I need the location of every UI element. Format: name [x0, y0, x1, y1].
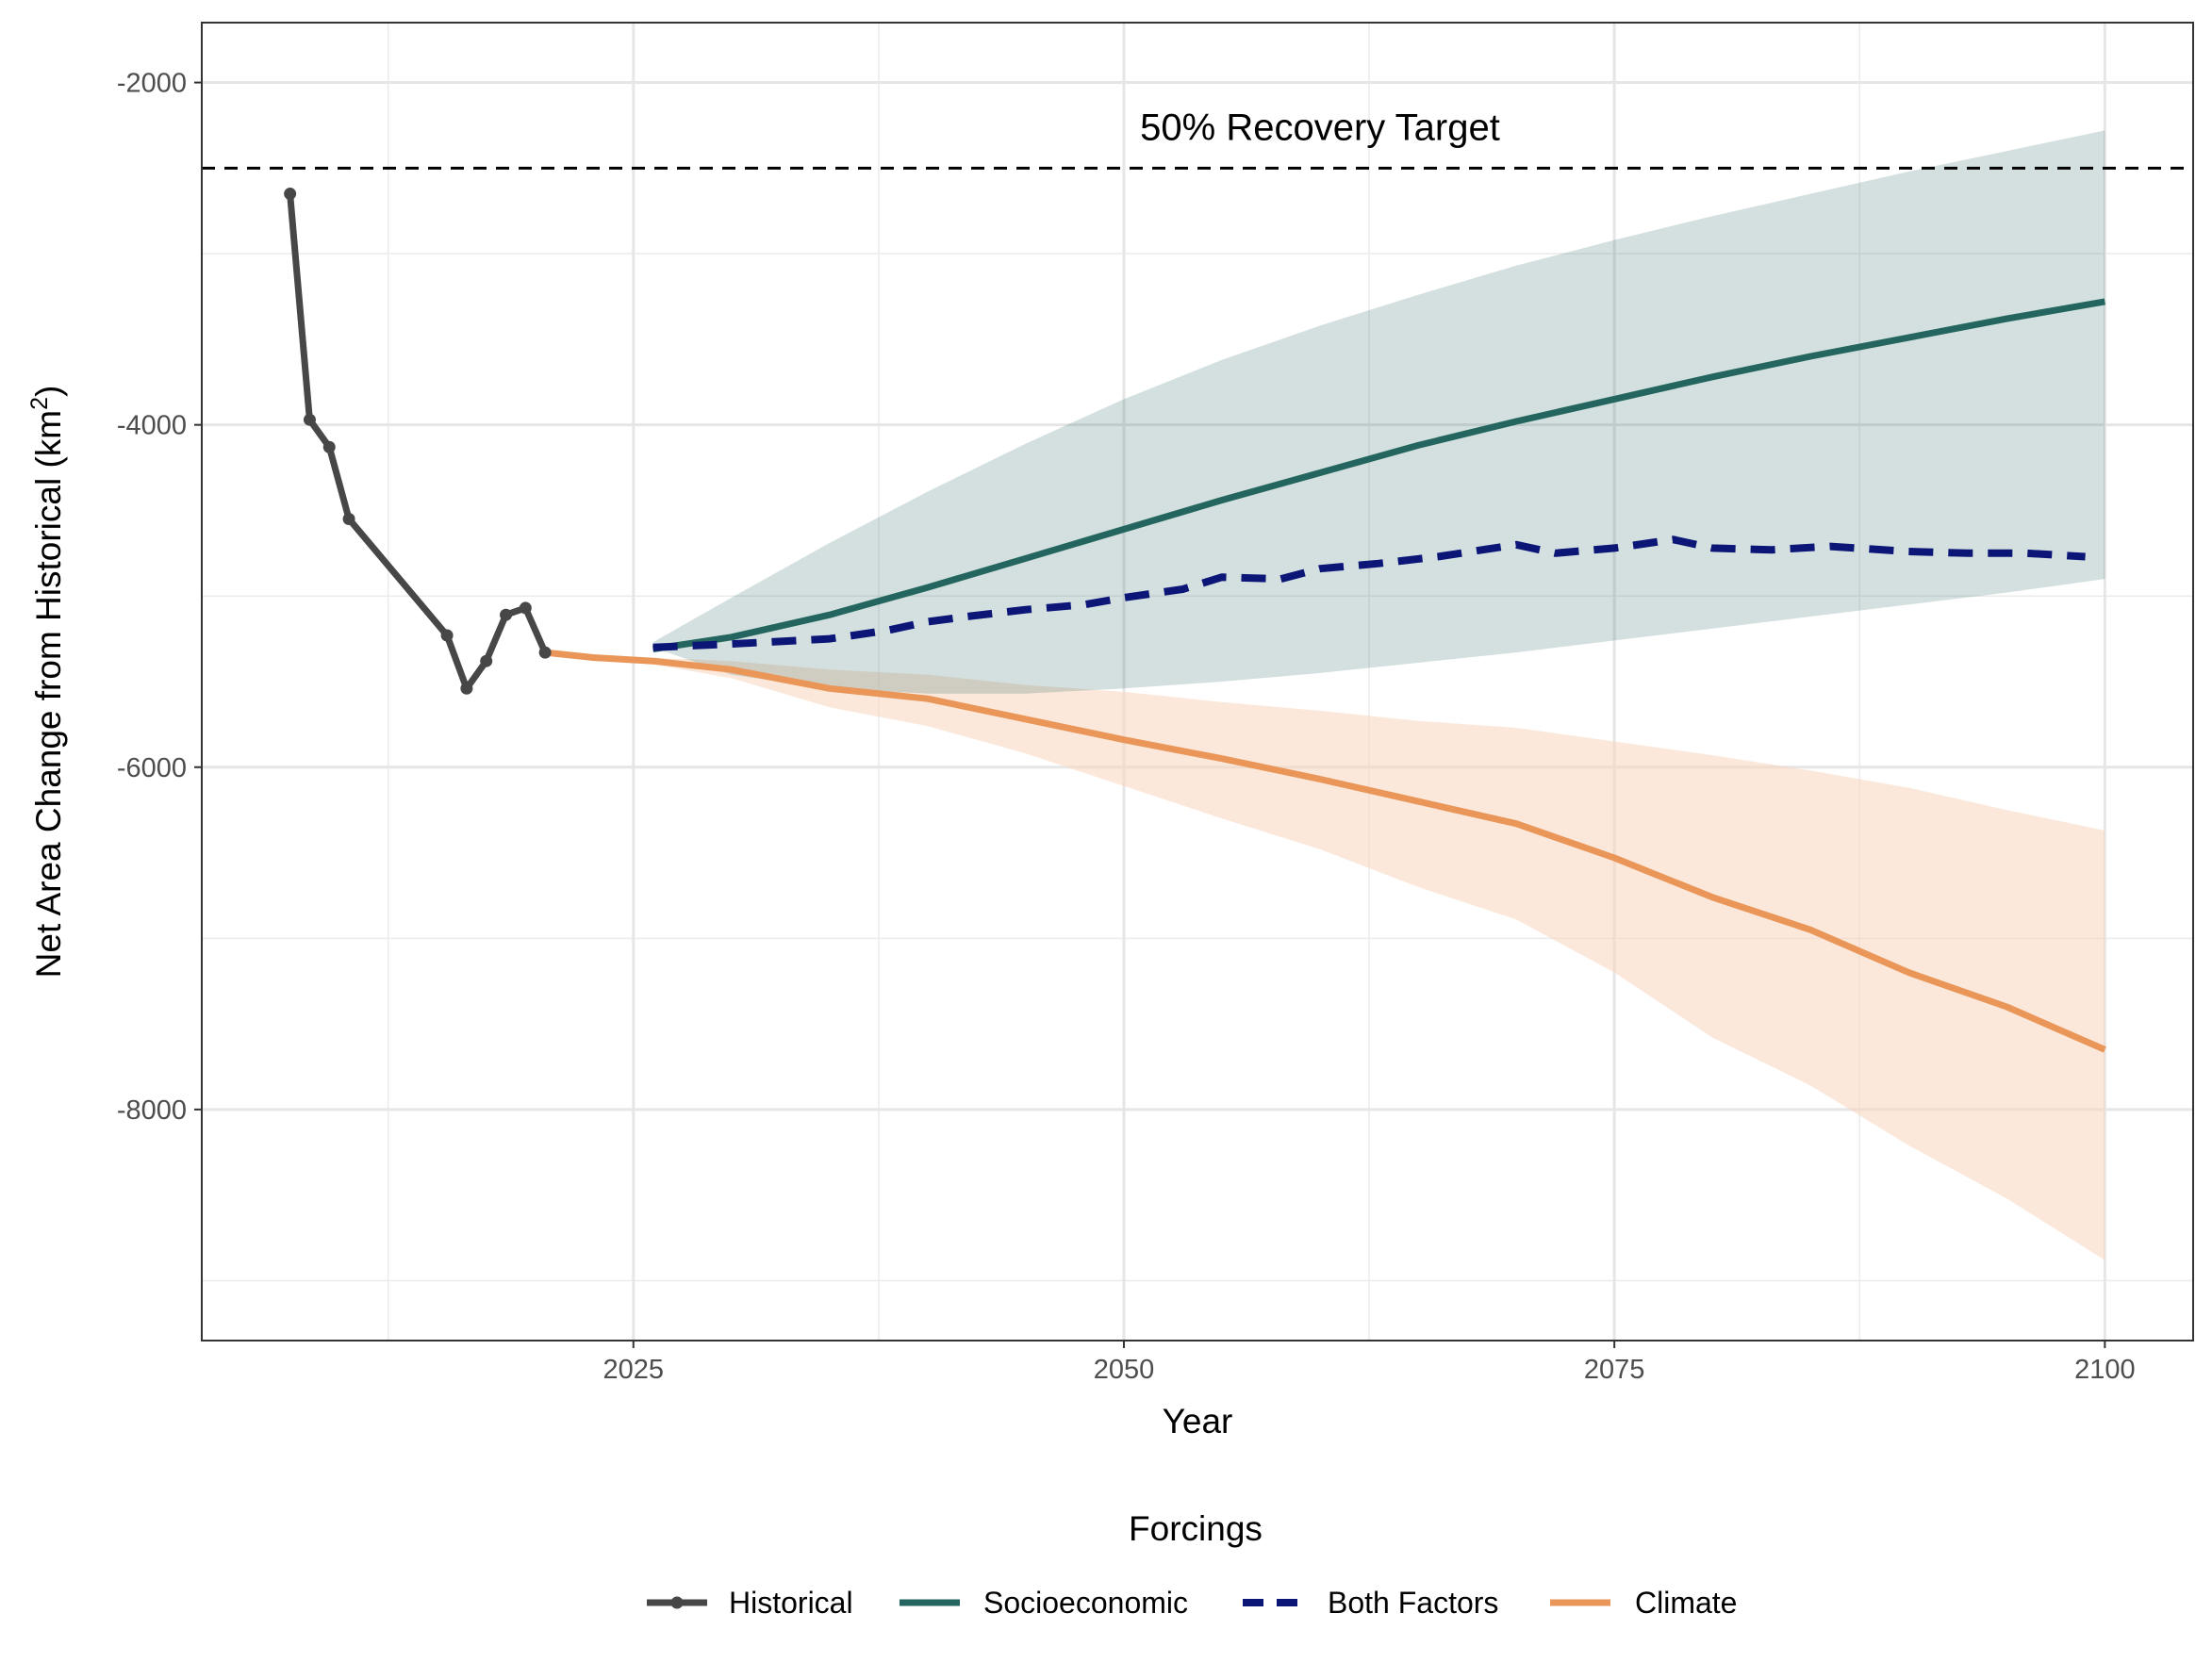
point-historical: [480, 654, 493, 667]
point-historical: [342, 513, 355, 526]
y-tick-label: -2000: [117, 69, 187, 99]
point-historical: [284, 188, 297, 201]
minor-grid: [202, 23, 2193, 1341]
legend: Historical Socioeconomic Both Factors Clima…: [647, 1586, 1737, 1620]
legend-title: Forcings: [1129, 1509, 1263, 1548]
point-historical: [519, 601, 532, 615]
legend-label-climate: Climate: [1635, 1586, 1737, 1620]
x-tick-label: 2025: [603, 1355, 665, 1385]
legend-label-socioeconomic: Socioeconomic: [983, 1586, 1188, 1620]
reference-line-label: 50% Recovery Target: [1140, 107, 1500, 148]
y-tick-label: -6000: [117, 753, 187, 783]
x-tick-label: 2050: [1094, 1355, 1155, 1385]
y-axis-title-close: ): [29, 386, 68, 397]
line-socioeconomic: [652, 298, 2106, 652]
x-tick-label: 2100: [2074, 1355, 2136, 1385]
y-axis-title-superscript: 2: [26, 397, 53, 410]
legend-key-point: [670, 1596, 684, 1609]
line-both-factors: [652, 535, 2086, 651]
point-historical: [500, 608, 513, 621]
y-axis: -2000 -4000 -6000 -8000: [117, 69, 202, 1126]
point-historical: [538, 646, 552, 659]
x-axis-title: Year: [1163, 1402, 1233, 1440]
y-tick-label: -4000: [117, 411, 187, 441]
x-tick-label: 2075: [1584, 1355, 1645, 1385]
band-climate: [545, 650, 2105, 1260]
legend-label-both-factors: Both Factors: [1328, 1586, 1498, 1620]
point-historical: [303, 413, 316, 426]
point-historical: [322, 440, 336, 453]
panel-border: [201, 22, 2194, 1342]
legend-label-historical: Historical: [729, 1586, 853, 1620]
line-climate: [544, 649, 2106, 1053]
point-historical: [440, 629, 454, 642]
uncertainty-bands: [545, 130, 2105, 1260]
y-axis-title-main: Net Area Change from Historical (km: [29, 410, 68, 978]
x-axis: 2025 2050 2075 2100: [603, 1341, 2136, 1385]
band-socioeconomic: [652, 130, 2105, 694]
y-axis-title: Net Area Change from Historical (km2): [26, 386, 68, 979]
y-tick-label: -8000: [117, 1095, 187, 1126]
series-lines: [284, 188, 2106, 1053]
point-historical: [460, 682, 473, 695]
line-historical: [287, 193, 549, 692]
